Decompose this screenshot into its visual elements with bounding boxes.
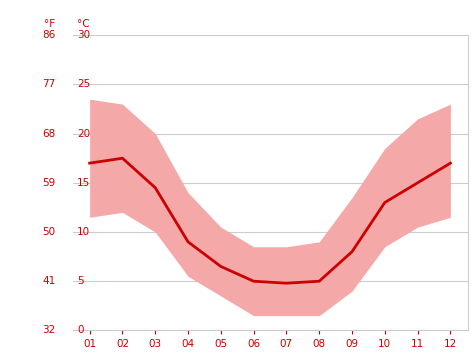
Text: 25: 25 bbox=[77, 80, 91, 89]
Text: °C: °C bbox=[77, 19, 90, 29]
Text: 10: 10 bbox=[77, 227, 91, 237]
Text: 5: 5 bbox=[77, 276, 84, 286]
Text: 59: 59 bbox=[42, 178, 55, 188]
Text: 86: 86 bbox=[42, 30, 55, 40]
Text: 15: 15 bbox=[77, 178, 91, 188]
Text: °F: °F bbox=[45, 19, 55, 29]
Text: 41: 41 bbox=[42, 276, 55, 286]
Text: 20: 20 bbox=[77, 129, 91, 138]
Text: 0: 0 bbox=[77, 326, 84, 335]
Text: 68: 68 bbox=[42, 129, 55, 138]
Text: 77: 77 bbox=[42, 80, 55, 89]
Text: 30: 30 bbox=[77, 30, 91, 40]
Text: 32: 32 bbox=[42, 326, 55, 335]
Text: 50: 50 bbox=[42, 227, 55, 237]
